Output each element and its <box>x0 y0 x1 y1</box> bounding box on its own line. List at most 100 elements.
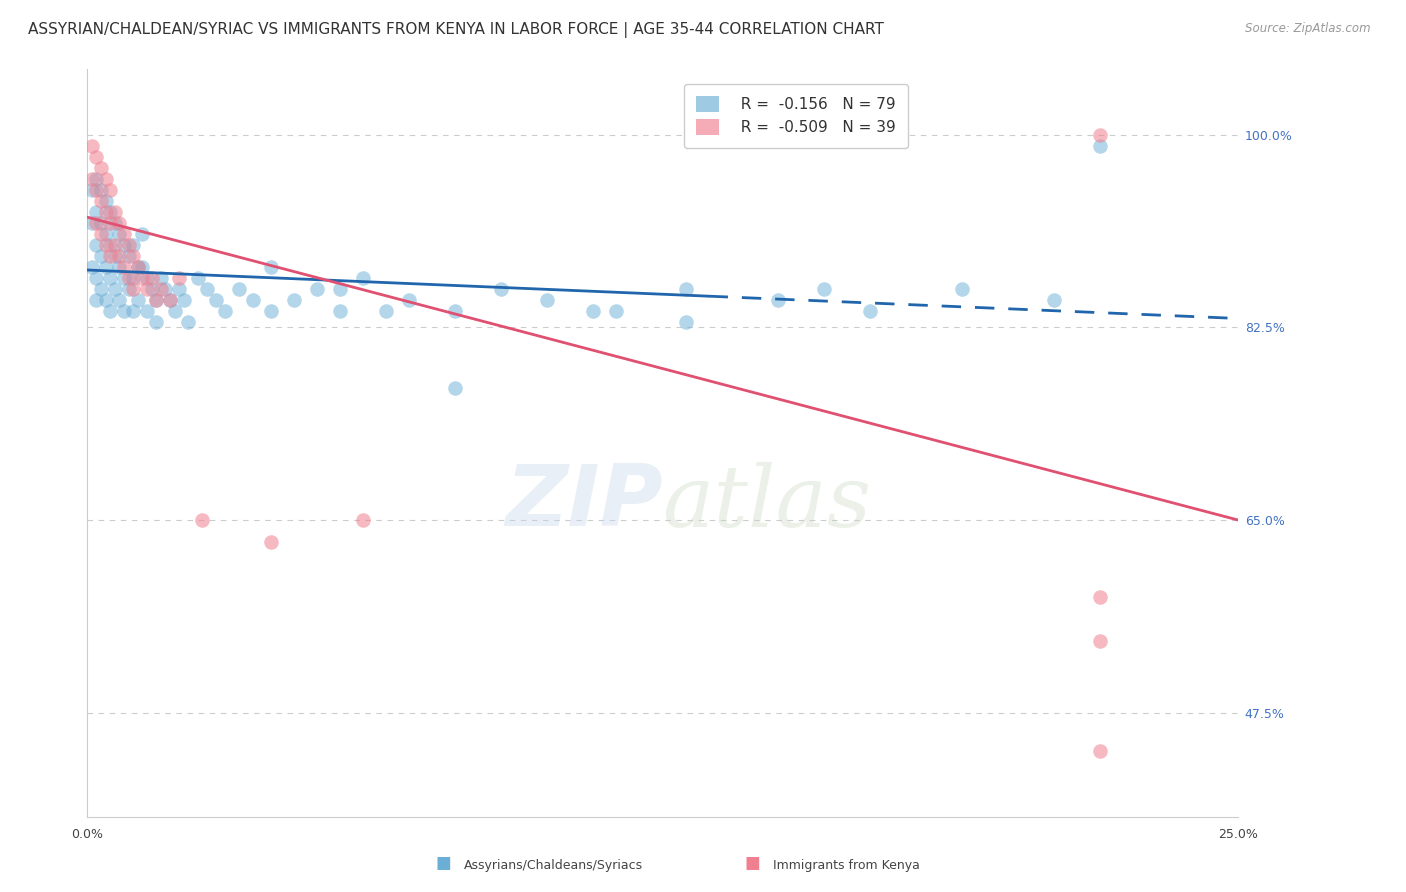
Point <box>169 270 191 285</box>
Point <box>1088 138 1111 153</box>
Point <box>159 293 181 307</box>
Point <box>122 282 145 296</box>
Point <box>112 270 135 285</box>
Point <box>605 303 627 318</box>
Text: ■: ■ <box>744 855 761 872</box>
Point <box>131 227 153 241</box>
Point <box>94 237 117 252</box>
Point <box>195 282 218 296</box>
Point <box>86 183 108 197</box>
Point <box>145 293 167 307</box>
Point <box>80 183 103 197</box>
Point <box>163 303 186 318</box>
Point <box>950 282 973 296</box>
Point <box>127 260 149 274</box>
Text: Immigrants from Kenya: Immigrants from Kenya <box>773 859 920 872</box>
Point <box>122 270 145 285</box>
Point <box>398 293 420 307</box>
Point <box>1088 744 1111 758</box>
Point <box>1088 634 1111 648</box>
Point <box>329 303 352 318</box>
Point <box>159 293 181 307</box>
Point <box>191 513 214 527</box>
Text: ASSYRIAN/CHALDEAN/SYRIAC VS IMMIGRANTS FROM KENYA IN LABOR FORCE | AGE 35-44 COR: ASSYRIAN/CHALDEAN/SYRIAC VS IMMIGRANTS F… <box>28 22 884 38</box>
Point <box>98 303 121 318</box>
Point <box>1088 128 1111 142</box>
Point <box>112 260 135 274</box>
Point <box>127 260 149 274</box>
Point <box>90 194 112 208</box>
Point <box>131 270 153 285</box>
Point <box>108 260 131 274</box>
Point <box>307 282 329 296</box>
Point <box>80 171 103 186</box>
Point <box>104 204 127 219</box>
Point <box>86 293 108 307</box>
Point <box>127 293 149 307</box>
Point <box>98 183 121 197</box>
Point <box>283 293 305 307</box>
Point <box>122 249 145 263</box>
Point <box>136 282 159 296</box>
Point <box>813 282 835 296</box>
Point <box>98 237 121 252</box>
Point <box>260 260 283 274</box>
Point <box>98 270 121 285</box>
Point <box>94 194 117 208</box>
Point <box>90 227 112 241</box>
Text: Source: ZipAtlas.com: Source: ZipAtlas.com <box>1246 22 1371 36</box>
Text: ZIP: ZIP <box>505 461 662 544</box>
Point <box>90 216 112 230</box>
Point <box>260 535 283 549</box>
Point <box>108 227 131 241</box>
Point <box>122 303 145 318</box>
Point <box>98 249 121 263</box>
Point <box>177 315 200 329</box>
Point <box>136 303 159 318</box>
Point <box>155 282 177 296</box>
Point <box>131 260 153 274</box>
Point <box>444 381 467 395</box>
Point <box>536 293 558 307</box>
Point <box>90 161 112 175</box>
Point <box>214 303 236 318</box>
Point <box>108 249 131 263</box>
Point <box>94 293 117 307</box>
Point <box>145 293 167 307</box>
Point <box>169 282 191 296</box>
Point <box>104 237 127 252</box>
Point <box>352 270 374 285</box>
Point <box>108 293 131 307</box>
Point <box>86 237 108 252</box>
Point <box>675 315 697 329</box>
Point <box>90 249 112 263</box>
Point <box>675 282 697 296</box>
Point <box>112 237 135 252</box>
Point <box>766 293 789 307</box>
Point <box>86 171 108 186</box>
Point <box>205 293 228 307</box>
Point <box>1042 293 1064 307</box>
Point <box>108 216 131 230</box>
Point <box>444 303 467 318</box>
Point <box>90 282 112 296</box>
Point <box>98 216 121 230</box>
Point <box>141 282 163 296</box>
Point <box>149 282 172 296</box>
Point <box>242 293 264 307</box>
Point <box>80 260 103 274</box>
Point <box>104 216 127 230</box>
Point <box>80 216 103 230</box>
Point <box>86 204 108 219</box>
Point <box>118 282 141 296</box>
Point <box>104 282 127 296</box>
Point <box>86 150 108 164</box>
Point <box>94 204 117 219</box>
Point <box>122 237 145 252</box>
Point <box>80 138 103 153</box>
Point <box>375 303 398 318</box>
Point <box>104 249 127 263</box>
Point <box>98 204 121 219</box>
Point <box>118 249 141 263</box>
Point <box>118 270 141 285</box>
